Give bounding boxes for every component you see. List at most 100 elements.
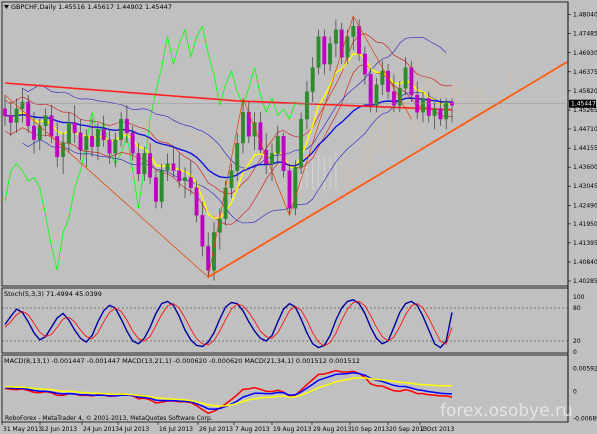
candle-body [252,122,257,137]
ma-red-line [4,82,453,111]
candle-body [136,153,141,175]
price-tick-label: 1.46375 [573,69,597,76]
candle-body [49,115,54,137]
candle-body [212,232,216,271]
candle-body [345,36,350,58]
candle-body [374,84,379,106]
candle-body [432,108,437,116]
candle-body [153,177,158,202]
time-tick-label: 31 May 2013 [3,426,42,433]
candle-body [171,163,176,171]
price-tick-label: 1.42490 [573,202,597,209]
watermark: forex.osobye.ru [440,401,573,421]
candle-body [380,70,385,85]
stoch-tick-label: 80 [573,305,581,312]
price-axis-labels: 1.48040 1.47485 1.46930 1.46375 1.45820 1.452… [2,12,597,285]
candle-body [270,153,274,164]
time-tick-label: 12 Jun 2013 [41,426,77,433]
macd-tick-label: 0 [573,389,577,396]
candle-body [177,170,182,182]
candle-body [107,139,112,154]
candle-body [351,26,356,37]
price-tick-label: 1.44710 [573,126,597,133]
macd-slow-line [5,377,452,407]
envelope-upper-line [4,33,452,194]
candle-body [37,125,42,140]
candle-body [84,136,89,151]
time-tick-label: 16 Jul 2013 [159,426,193,433]
candle-body [159,170,164,202]
candle-body [368,74,373,106]
candle-body [20,101,25,109]
candle-body [275,136,280,154]
candle-body [124,118,129,133]
candle-body [287,170,292,209]
candle-body [444,101,449,120]
candle-body [26,101,31,127]
candle-body [188,177,193,188]
stoch-main-line [4,299,453,349]
candle-body [32,125,36,140]
symbol-arrow-icon[interactable] [4,5,9,9]
candle-body [130,132,135,154]
candle-body [95,129,100,147]
macd-tick-label: -0.006891 [573,416,597,423]
candle-body [397,88,402,106]
candle-body [333,29,338,44]
candle-body [206,246,211,271]
copyright-text: RoboForex - MetaTrader 4, © 2001-2013, M… [5,415,213,422]
price-tick-label: 1.41395 [573,240,597,247]
candle-body [119,118,124,140]
candle-body [403,67,408,89]
price-tick-label: 1.41950 [573,221,597,228]
price-tick-label: 1.40840 [573,259,597,266]
macd-pane: 0.005921 0 -0.006891 [4,365,597,423]
candle-body [43,115,48,127]
candle-body [142,153,147,175]
candle-body [316,36,321,68]
candle-body [409,67,414,96]
candle-body [391,91,396,106]
candle-body [310,67,315,92]
price-tick-label: 1.47485 [573,31,597,38]
candle-body [165,163,170,171]
stoch-tick-label: 20 [573,338,581,345]
candle-body [339,29,344,58]
channel-upper-line [22,36,447,169]
price-tick-label: 1.46930 [573,50,597,57]
trend-line-support [207,61,568,278]
candle-body [362,53,367,75]
macd-tick-label: 0.005921 [573,365,597,372]
channel-lower-line [22,91,447,224]
candle-body [14,108,19,123]
candle-body [66,122,71,144]
candle-body [55,136,60,158]
candle-body [229,170,234,188]
candle-body [72,122,77,133]
candle-body [235,142,240,171]
candle-body [357,26,362,54]
candle-body [194,187,199,216]
candle-body [426,98,431,116]
candle-body [293,167,298,209]
time-tick-label: 4 Jul 2013 [119,426,149,433]
candle-body [438,108,443,120]
time-tick-label: 7 Aug 2013 [235,426,270,433]
zigzag-line [4,15,412,278]
candle-body [183,177,187,182]
price-tick-label: 1.45820 [573,88,597,95]
time-tick-label: 19 Aug 2013 [273,426,312,433]
candles [3,16,454,281]
candle-body [328,43,333,65]
time-tick-label: 2 Oct 2013 [421,426,454,433]
candle-body [386,70,391,92]
candle-body [78,132,83,151]
candle-body [241,112,245,144]
candle-body [3,108,7,116]
candle-body [299,118,304,168]
trend-lines [4,15,568,278]
